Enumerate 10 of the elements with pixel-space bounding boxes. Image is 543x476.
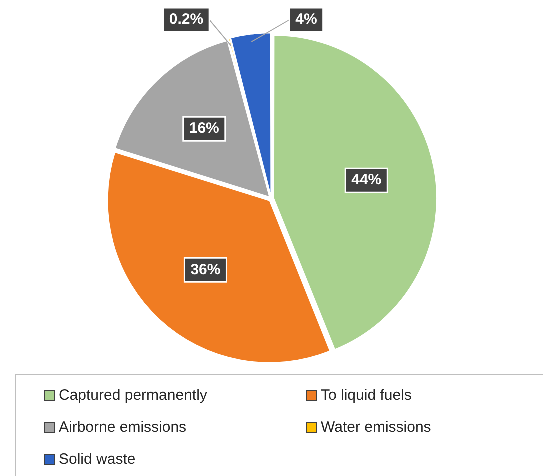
legend-label: To liquid fuels [321, 387, 412, 404]
data-label: 4% [296, 11, 318, 28]
legend-label: Airborne emissions [59, 419, 187, 436]
legend-label: Water emissions [321, 419, 432, 436]
data-label: 44% [352, 172, 382, 189]
legend-label: Solid waste [59, 451, 136, 468]
legend-label: Captured permanently [59, 387, 208, 404]
data-label: 16% [189, 120, 220, 138]
data-label: 36% [190, 261, 221, 278]
data-label: 0.2% [169, 11, 204, 28]
